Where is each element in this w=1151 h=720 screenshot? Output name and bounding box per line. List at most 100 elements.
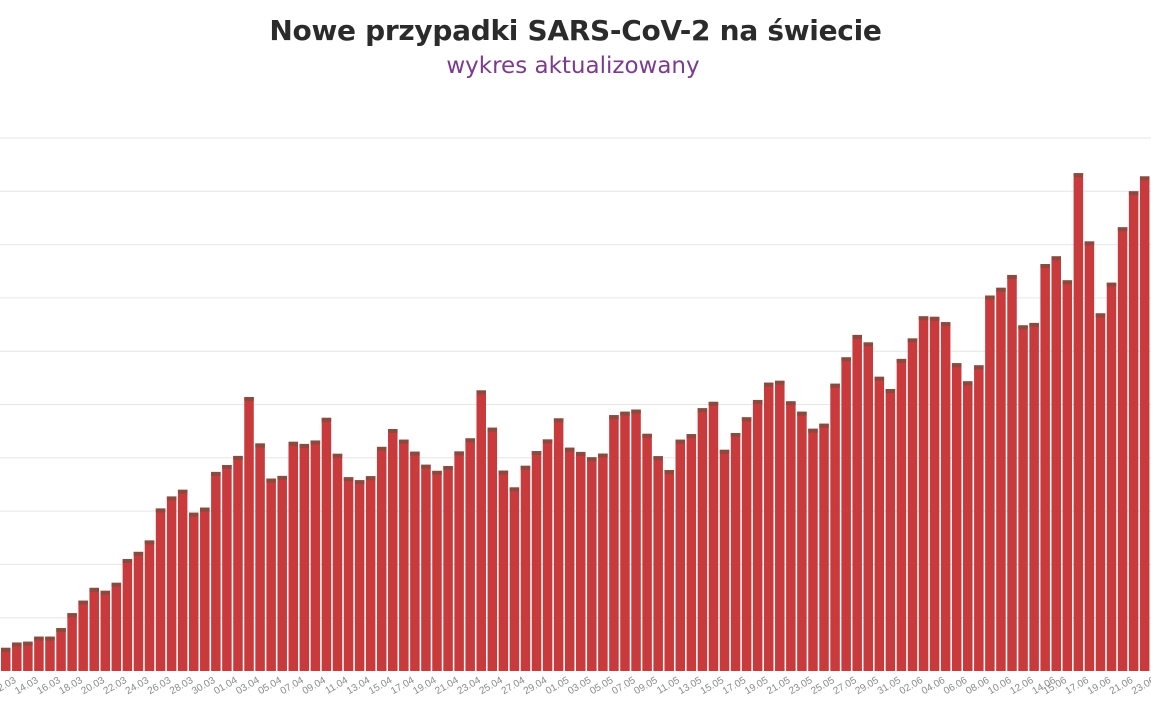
bar-top bbox=[985, 295, 995, 300]
bar-body bbox=[609, 415, 619, 671]
bar-top bbox=[730, 433, 741, 438]
bar-top bbox=[642, 433, 652, 438]
bar-21.06 bbox=[1117, 227, 1128, 671]
bar-body bbox=[122, 559, 133, 671]
bar-13.06 bbox=[1029, 322, 1039, 671]
bar-14.06 bbox=[1040, 264, 1050, 671]
bar-top bbox=[443, 466, 453, 471]
bar-top bbox=[697, 408, 708, 413]
bar-body bbox=[432, 470, 442, 671]
bar-25.03 bbox=[144, 540, 155, 671]
bar-body bbox=[664, 470, 674, 671]
bar-top bbox=[244, 397, 254, 402]
bar-body bbox=[874, 376, 885, 671]
bar-04.05 bbox=[587, 457, 597, 671]
bar-top bbox=[1062, 280, 1073, 285]
bar-07.04 bbox=[288, 441, 299, 671]
bar-21.03 bbox=[100, 590, 111, 671]
bar-body bbox=[576, 451, 586, 671]
bar-body bbox=[266, 478, 276, 671]
bar-body bbox=[708, 401, 719, 671]
bar-body bbox=[465, 438, 475, 671]
bar-body bbox=[642, 433, 652, 671]
bar-body bbox=[996, 287, 1006, 671]
bar-13.03 bbox=[12, 642, 22, 671]
bar-10.06 bbox=[996, 287, 1006, 671]
bar-17.06 bbox=[1073, 173, 1084, 671]
bar-28.04 bbox=[520, 465, 531, 671]
bar-top bbox=[1106, 282, 1117, 287]
chart-subtitle: wykres aktualizowany bbox=[446, 53, 700, 79]
bar-16.05 bbox=[719, 449, 730, 671]
bar-22.04 bbox=[454, 451, 464, 671]
bar-top bbox=[465, 438, 475, 443]
bar-top bbox=[786, 401, 796, 406]
bar-23.03 bbox=[122, 559, 133, 671]
bar-05.05 bbox=[598, 453, 608, 671]
bar-12.05 bbox=[675, 439, 686, 671]
bar-body bbox=[819, 423, 829, 671]
bar-19.04 bbox=[421, 464, 431, 671]
bar-body bbox=[1139, 176, 1150, 672]
bar-19.06 bbox=[1095, 313, 1106, 671]
bar-27.05 bbox=[841, 357, 851, 671]
bar-top bbox=[775, 380, 785, 385]
bar-top bbox=[498, 470, 509, 475]
bar-25.04 bbox=[487, 427, 498, 671]
bar-body bbox=[1051, 256, 1061, 671]
bar-body bbox=[388, 429, 398, 671]
bar-top bbox=[863, 342, 874, 347]
bar-08.04 bbox=[299, 443, 310, 671]
bar-top bbox=[122, 559, 133, 564]
bar-body bbox=[476, 390, 486, 671]
bar-body bbox=[233, 455, 243, 671]
bar-20.04 bbox=[432, 470, 442, 671]
bar-top bbox=[200, 507, 210, 512]
bar-body bbox=[288, 441, 299, 671]
bar-body bbox=[808, 428, 818, 671]
bar-top bbox=[354, 480, 365, 485]
bar-07.05 bbox=[620, 411, 630, 671]
bar-body bbox=[443, 466, 453, 671]
bar-body bbox=[12, 642, 22, 671]
bar-body bbox=[830, 383, 840, 671]
bar-body bbox=[1018, 325, 1028, 671]
bar-body bbox=[78, 600, 88, 671]
bar-top bbox=[1007, 274, 1017, 279]
bar-body bbox=[509, 487, 520, 672]
bar-body bbox=[421, 464, 431, 671]
bar-top bbox=[797, 411, 807, 416]
bar-01.04 bbox=[222, 464, 232, 671]
bar-body bbox=[343, 477, 354, 671]
bar-17.03 bbox=[56, 628, 66, 671]
bar-02.04 bbox=[233, 455, 243, 671]
bar-08.05 bbox=[631, 409, 641, 671]
bar-30.03 bbox=[200, 507, 210, 671]
bar-body bbox=[985, 295, 995, 671]
bar-05.04 bbox=[266, 478, 276, 671]
bar-24.05 bbox=[808, 428, 818, 671]
bar-body bbox=[354, 480, 365, 671]
bar-body bbox=[918, 316, 929, 671]
bar-top bbox=[852, 334, 862, 339]
bar-body bbox=[520, 465, 531, 671]
bar-body bbox=[741, 417, 752, 671]
bar-top bbox=[1117, 227, 1128, 232]
bar-top bbox=[476, 390, 486, 395]
bar-26.05 bbox=[830, 383, 840, 671]
bar-top bbox=[675, 439, 686, 444]
bar-body bbox=[631, 409, 641, 671]
bar-05.06 bbox=[940, 322, 951, 671]
bar-25.05 bbox=[819, 423, 829, 671]
bar-02.06 bbox=[907, 338, 918, 671]
bar-top bbox=[343, 477, 354, 482]
bar-top bbox=[421, 464, 431, 469]
bar-top bbox=[89, 587, 99, 592]
bar-body bbox=[365, 476, 376, 671]
bar-body bbox=[1040, 264, 1050, 671]
bar-15.06 bbox=[1051, 256, 1061, 671]
bar-top bbox=[587, 457, 597, 462]
bar-top bbox=[752, 399, 763, 404]
bar-top bbox=[531, 451, 542, 456]
bar-19.05 bbox=[752, 399, 763, 671]
